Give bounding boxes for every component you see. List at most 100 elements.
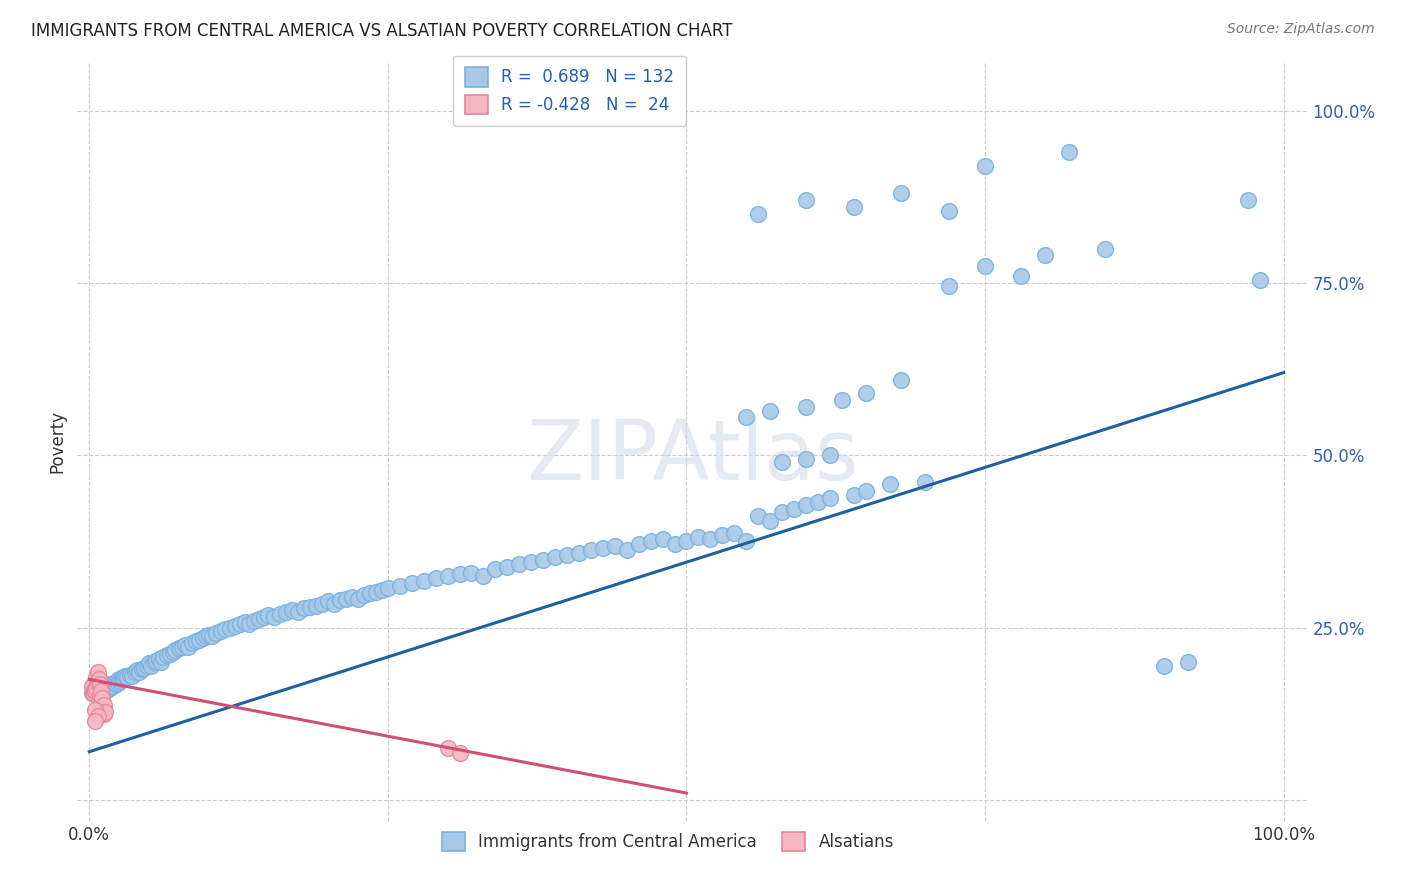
Point <box>520 555 543 569</box>
Point <box>269 607 291 621</box>
Point <box>388 579 411 593</box>
Point <box>86 684 108 698</box>
Point <box>842 488 865 502</box>
Point <box>209 624 232 639</box>
Point <box>938 279 960 293</box>
Point <box>229 617 252 632</box>
Point <box>82 679 104 693</box>
Point <box>173 638 195 652</box>
Point <box>568 546 591 560</box>
Point <box>855 386 877 401</box>
Point <box>181 636 204 650</box>
Point <box>108 673 131 687</box>
Point <box>125 664 148 678</box>
Point <box>831 393 853 408</box>
Point <box>794 400 817 414</box>
Point <box>276 606 298 620</box>
Point <box>219 621 242 635</box>
Point <box>138 657 160 671</box>
Point <box>247 612 270 626</box>
Point <box>263 610 285 624</box>
Point <box>353 588 375 602</box>
Point <box>101 677 124 691</box>
Point <box>257 608 280 623</box>
Point <box>508 558 530 572</box>
Point <box>759 403 782 417</box>
Point <box>100 679 122 693</box>
Point <box>1153 658 1175 673</box>
Point <box>94 679 117 693</box>
Point <box>377 581 399 595</box>
Point <box>110 674 132 689</box>
Point <box>436 569 458 583</box>
Point <box>688 530 710 544</box>
Point <box>723 525 745 540</box>
Point <box>91 679 114 693</box>
Point <box>214 622 236 636</box>
Point <box>112 673 135 687</box>
Point <box>97 677 120 691</box>
Point <box>974 159 997 173</box>
Point <box>311 597 333 611</box>
Point <box>664 536 686 550</box>
Point <box>84 684 107 698</box>
Point <box>86 670 108 684</box>
Point <box>675 534 697 549</box>
Point <box>1033 248 1056 262</box>
Point <box>794 451 817 466</box>
Point <box>156 648 179 663</box>
Point <box>84 686 107 700</box>
Point <box>472 569 495 583</box>
Point <box>195 629 218 643</box>
Point <box>640 534 662 549</box>
Point <box>188 633 211 648</box>
Point <box>329 593 352 607</box>
Point <box>101 679 124 693</box>
Point <box>401 575 423 590</box>
Point <box>87 681 110 696</box>
Point <box>141 658 163 673</box>
Point <box>818 448 841 462</box>
Point <box>224 619 246 633</box>
Point <box>243 614 266 628</box>
Point <box>1057 145 1080 159</box>
Point <box>117 670 139 684</box>
Point <box>890 186 912 201</box>
Point <box>149 655 172 669</box>
Point <box>890 372 912 386</box>
Point <box>84 703 107 717</box>
Point <box>449 746 471 760</box>
Point <box>794 498 817 512</box>
Point <box>84 714 107 728</box>
Point <box>794 194 817 208</box>
Point <box>783 502 806 516</box>
Point <box>592 541 614 556</box>
Point <box>287 606 309 620</box>
Legend: Immigrants from Central America, Alsatians: Immigrants from Central America, Alsatia… <box>434 825 901 858</box>
Point <box>347 591 370 606</box>
Point <box>436 741 458 756</box>
Point <box>90 695 112 709</box>
Point <box>555 548 578 563</box>
Point <box>323 597 346 611</box>
Point <box>90 682 112 697</box>
Point <box>1237 194 1260 208</box>
Point <box>131 662 153 676</box>
Point <box>82 686 104 700</box>
Point <box>103 675 125 690</box>
Point <box>86 675 108 690</box>
Point <box>83 682 105 697</box>
Point <box>879 477 901 491</box>
Point <box>128 665 150 680</box>
Point <box>299 599 322 614</box>
Point <box>340 590 363 604</box>
Point <box>110 673 132 687</box>
Point <box>111 670 134 684</box>
Point <box>1249 272 1271 286</box>
Point <box>616 543 638 558</box>
Point <box>305 599 328 613</box>
Point <box>91 690 114 705</box>
Point <box>86 709 108 723</box>
Point <box>253 610 276 624</box>
Point <box>134 660 156 674</box>
